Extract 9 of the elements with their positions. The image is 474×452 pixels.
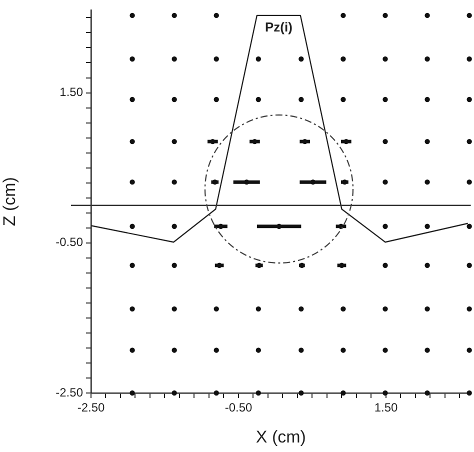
series-label: Pz(i) [264,20,292,35]
x-tick-label: -2.50 [77,400,105,415]
y-tick-label: 1.50 [60,85,84,100]
y-tick-label: -2.50 [56,385,84,400]
y-tick-label: -0.50 [56,235,84,250]
x-tick-label: -0.50 [224,400,252,415]
y-axis-title: Z (cm) [0,177,19,226]
x-axis-title: X (cm) [256,427,306,446]
x-tick-label: 1.50 [374,400,398,415]
